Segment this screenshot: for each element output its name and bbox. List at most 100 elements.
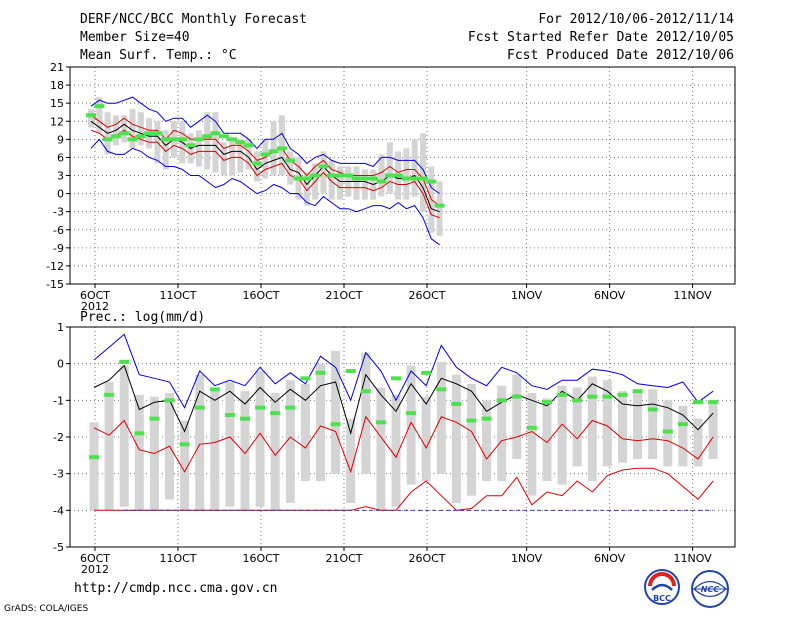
y-tick-label: 3	[57, 170, 64, 183]
x-tick-label: 6OCT	[80, 289, 110, 302]
url-text[interactable]: http://cmdp.ncc.cma.gov.cn	[74, 581, 278, 596]
observed-dash	[144, 131, 155, 136]
observed-dash	[318, 164, 329, 169]
spread-box	[411, 139, 418, 197]
spread-box	[361, 169, 368, 200]
spread-box	[212, 112, 219, 173]
observed-dash	[421, 370, 432, 375]
spread-box	[255, 371, 265, 507]
spread-box	[421, 396, 431, 481]
observed-dash	[587, 394, 598, 399]
x-tick-label: 11NOV	[673, 552, 712, 565]
observed-dash	[451, 402, 462, 406]
spread-box	[162, 130, 169, 170]
spread-box	[220, 142, 227, 176]
spread-box	[129, 109, 136, 149]
x-tick-label: 26OCT	[408, 289, 445, 302]
observed-dash	[426, 179, 437, 184]
x-tick-label: 11OCT	[159, 552, 196, 565]
observed-dash	[104, 392, 115, 397]
observed-dash	[326, 173, 337, 178]
spread-box	[451, 374, 461, 503]
observed-dash	[293, 176, 304, 181]
spread-box	[328, 160, 335, 200]
observed-dash	[179, 442, 190, 447]
spread-box	[572, 387, 582, 467]
observed-dash	[169, 137, 179, 142]
spread-box	[104, 382, 114, 511]
forecast-period: For 2012/10/06-2012/11/14	[538, 12, 734, 27]
spread-box	[137, 112, 144, 146]
observed-dash	[235, 140, 246, 145]
temperature-frame	[69, 66, 736, 285]
observed-dash	[255, 405, 266, 410]
observed-dash	[260, 152, 271, 157]
ensemble-mean-line	[93, 364, 714, 436]
spread-box	[278, 115, 285, 176]
spread-box	[316, 363, 325, 481]
spread-box	[376, 387, 386, 511]
observed-dash	[708, 400, 719, 405]
observed-dash	[632, 389, 643, 394]
upper-red-line	[90, 114, 440, 207]
observed-dash	[406, 411, 417, 416]
spread-box	[436, 181, 443, 236]
spread-box	[180, 420, 190, 511]
spread-box	[618, 391, 627, 463]
y-tick-label: -5	[53, 541, 64, 554]
observed-dash	[557, 392, 568, 397]
y-tick-label: 0	[57, 188, 64, 201]
upper-red-line	[93, 415, 714, 474]
observed-dash	[360, 389, 371, 394]
spread-box	[403, 148, 410, 200]
spread-box	[467, 383, 476, 496]
x-tick-label: 26OCT	[408, 552, 445, 565]
x-tick-label: 16OCT	[242, 289, 279, 302]
observed-dash	[617, 392, 628, 397]
observed-dash	[177, 137, 188, 142]
spread-box	[88, 109, 94, 128]
y-tick-label: 0	[57, 358, 64, 371]
observed-dash	[315, 370, 326, 375]
observed-dash	[218, 134, 229, 139]
precip-label: Prec.: log(mm/d)	[80, 310, 206, 325]
fcst-started: Fcst Started Refer Date 2012/10/05	[467, 30, 734, 45]
spread-box	[96, 97, 103, 134]
observed-dash	[110, 134, 121, 139]
y-tick-label: -3	[53, 468, 64, 481]
observed-dash	[434, 203, 445, 208]
observed-dash	[209, 387, 220, 392]
y-tick-label: -2	[53, 431, 64, 444]
observed-dash	[240, 416, 250, 421]
fcst-produced: Fcst Produced Date 2012/10/06	[507, 48, 734, 63]
x-tick-label: 6NOV	[594, 552, 626, 565]
observed-dash	[276, 146, 287, 151]
spread-box	[287, 151, 294, 185]
spread-box	[497, 385, 507, 481]
spread-box	[245, 139, 252, 170]
y-tick-label: 15	[50, 97, 64, 110]
spread-box	[270, 393, 280, 511]
spread-box	[89, 422, 99, 511]
x-tick-year: 2012	[81, 563, 109, 576]
observed-dash	[526, 425, 537, 430]
spread-box	[678, 405, 688, 467]
member-size: Member Size=40	[80, 30, 190, 45]
spread-box	[331, 350, 341, 474]
lower-blue-line	[90, 138, 440, 246]
observed-dash	[119, 359, 130, 364]
observed-dash	[268, 149, 279, 154]
x-tick-label: 11OCT	[159, 289, 196, 302]
y-tick-label: 18	[50, 79, 64, 92]
spread-box	[420, 133, 426, 212]
spread-box	[121, 115, 128, 143]
y-tick-label: -12	[46, 260, 64, 273]
lower-red-line	[90, 129, 440, 219]
spread-box	[542, 398, 552, 481]
observed-dash	[152, 131, 163, 136]
observed-dash	[391, 376, 401, 381]
observed-dash	[409, 176, 420, 181]
observed-dash	[134, 431, 145, 436]
